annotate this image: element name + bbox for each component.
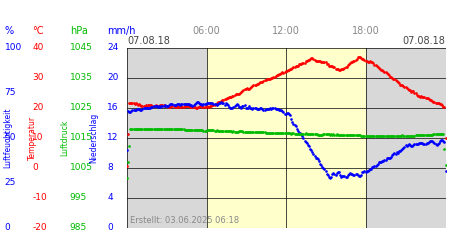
Text: 0: 0 bbox=[107, 223, 113, 232]
Text: 40: 40 bbox=[32, 43, 44, 52]
Text: 25: 25 bbox=[4, 178, 16, 187]
Text: Luftdruck: Luftdruck bbox=[61, 119, 70, 156]
Text: Temperatur: Temperatur bbox=[28, 116, 37, 160]
Text: 10: 10 bbox=[32, 133, 44, 142]
Text: 0: 0 bbox=[4, 223, 10, 232]
Text: 1015: 1015 bbox=[70, 133, 93, 142]
Text: 12:00: 12:00 bbox=[272, 26, 300, 36]
Text: 1025: 1025 bbox=[70, 103, 93, 112]
Text: mm/h: mm/h bbox=[107, 26, 135, 36]
Text: 06:00: 06:00 bbox=[193, 26, 220, 36]
Text: hPa: hPa bbox=[70, 26, 88, 36]
Text: 1005: 1005 bbox=[70, 163, 93, 172]
Text: -10: -10 bbox=[32, 193, 47, 202]
Text: 30: 30 bbox=[32, 73, 44, 82]
Text: 0: 0 bbox=[32, 163, 38, 172]
Text: -20: -20 bbox=[32, 223, 47, 232]
Text: 18:00: 18:00 bbox=[352, 26, 380, 36]
Text: Erstellt: 03.06.2025 06:18: Erstellt: 03.06.2025 06:18 bbox=[130, 216, 239, 225]
Text: 995: 995 bbox=[70, 193, 87, 202]
Text: 16: 16 bbox=[107, 103, 119, 112]
Text: Luftfeuchtigkeit: Luftfeuchtigkeit bbox=[4, 107, 13, 168]
Text: 12: 12 bbox=[107, 133, 118, 142]
Text: 07.08.18: 07.08.18 bbox=[403, 36, 446, 46]
Text: 20: 20 bbox=[32, 103, 44, 112]
Text: 4: 4 bbox=[107, 193, 112, 202]
Text: 8: 8 bbox=[107, 163, 113, 172]
Text: 20: 20 bbox=[107, 73, 118, 82]
Text: 1035: 1035 bbox=[70, 73, 93, 82]
Text: %: % bbox=[4, 26, 13, 36]
Text: 100: 100 bbox=[4, 43, 22, 52]
Text: Niederschlag: Niederschlag bbox=[89, 112, 98, 163]
Text: 24: 24 bbox=[107, 43, 118, 52]
Text: 07.08.18: 07.08.18 bbox=[127, 36, 170, 46]
Text: 50: 50 bbox=[4, 133, 16, 142]
Bar bbox=[207, 48, 366, 228]
Text: °C: °C bbox=[32, 26, 44, 36]
Text: 1045: 1045 bbox=[70, 43, 93, 52]
Text: 75: 75 bbox=[4, 88, 16, 97]
Text: 985: 985 bbox=[70, 223, 87, 232]
